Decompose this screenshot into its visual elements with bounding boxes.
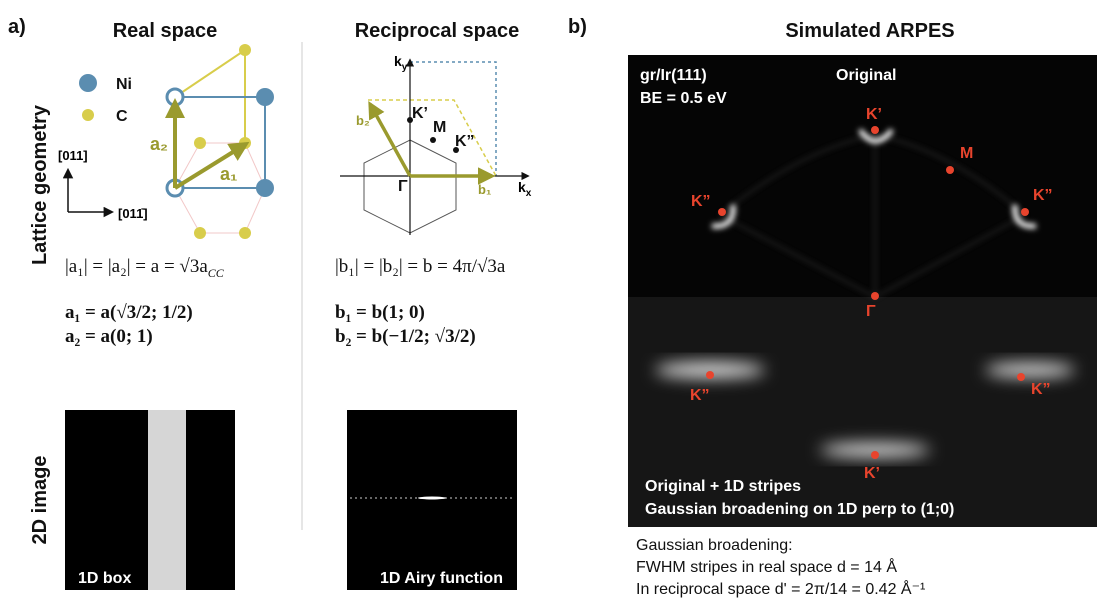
legend-swatch bbox=[79, 74, 97, 92]
image-caption: 1D Airy function bbox=[380, 570, 503, 587]
point-label: K” bbox=[455, 133, 475, 150]
axis-label: ky bbox=[394, 53, 408, 73]
shape-circle bbox=[256, 179, 274, 197]
shape-ellipse bbox=[985, 363, 1075, 377]
real-lattice bbox=[167, 44, 274, 239]
point-label: M bbox=[433, 119, 446, 136]
row-label: 2D image bbox=[29, 456, 51, 545]
vector-label: b₂ bbox=[356, 113, 370, 128]
equation: b₁ = b(1; 0) bbox=[335, 302, 425, 323]
point-label: K” bbox=[1031, 381, 1051, 398]
shape-circle bbox=[718, 208, 726, 216]
shape-circle bbox=[1017, 373, 1025, 381]
airy-peak bbox=[418, 497, 446, 500]
caption: In reciprocal space d' = 2π/14 = 0.42 Å⁻… bbox=[636, 579, 925, 598]
equation-subscript: CC bbox=[208, 266, 225, 280]
section-label: Original bbox=[836, 67, 896, 84]
shape-circle bbox=[239, 227, 251, 239]
equation: a₂ = a(0; 1) bbox=[65, 326, 153, 347]
shape-polyline bbox=[175, 50, 245, 140]
equation: b₂ = b(−1/2; √3/2) bbox=[335, 326, 476, 347]
shape-circle bbox=[194, 137, 206, 149]
equation: |b₁| = |b₂| = b = 4π/√3a bbox=[335, 256, 506, 277]
section-label: Gaussian broadening on 1D perp to (1;0) bbox=[645, 501, 954, 518]
image-caption: 1D box bbox=[78, 570, 131, 587]
sample-label: gr/Ir(111) bbox=[640, 67, 707, 84]
row-label: Lattice geometry bbox=[29, 104, 51, 265]
equation: |a₁| = |a₂| = a = √3aCC bbox=[65, 256, 225, 280]
panel-label: a) bbox=[8, 16, 26, 38]
legend-label: Ni bbox=[116, 76, 132, 93]
reciprocal-lattice bbox=[340, 60, 528, 235]
shape-circle bbox=[871, 292, 879, 300]
shape-circle bbox=[194, 227, 206, 239]
shape-circle bbox=[239, 44, 251, 56]
axis-label-sub: x bbox=[526, 188, 532, 199]
point-label: M bbox=[960, 145, 973, 162]
panel-title: Simulated ARPES bbox=[785, 20, 954, 42]
shape-circle bbox=[256, 88, 274, 106]
caption: Gaussian broadening: bbox=[636, 537, 793, 554]
axis-label-main: k bbox=[394, 53, 402, 69]
point-label: Γ bbox=[866, 303, 876, 320]
axis-label-sub: y bbox=[402, 62, 408, 73]
caption: FWHM stripes in real space d = 14 Å bbox=[636, 557, 897, 576]
shape-circle bbox=[706, 371, 714, 379]
point-label: K’ bbox=[412, 105, 428, 122]
vector-label: b₁ bbox=[478, 182, 491, 197]
legend-swatch bbox=[82, 109, 94, 121]
vector-label: a₁ bbox=[220, 164, 237, 184]
stripe bbox=[148, 410, 186, 590]
vector-label: a₂ bbox=[150, 134, 168, 154]
axis-label-main: k bbox=[518, 179, 526, 195]
point-label: K’ bbox=[866, 106, 882, 123]
column-title: Real space bbox=[113, 20, 218, 42]
point-label: K” bbox=[1033, 187, 1053, 204]
equation: a₁ = a(√3/2; 1/2) bbox=[65, 302, 193, 323]
shape-circle bbox=[1021, 208, 1029, 216]
section-label: Original + 1D stripes bbox=[645, 478, 801, 495]
figure: a) Real space Reciprocal space b) Simula… bbox=[0, 0, 1097, 601]
axis-label: kx bbox=[518, 179, 532, 199]
point-label: K” bbox=[690, 387, 710, 404]
point-label: K’ bbox=[864, 465, 880, 482]
shape-line bbox=[370, 104, 410, 176]
column-title: Reciprocal space bbox=[355, 20, 520, 42]
shape-circle bbox=[871, 126, 879, 134]
shape-circle bbox=[871, 451, 879, 459]
energy-label: BE = 0.5 eV bbox=[640, 90, 727, 107]
point-label: Γ bbox=[398, 178, 408, 195]
point-label: K” bbox=[691, 193, 711, 210]
legend-label: C bbox=[116, 108, 128, 125]
image-airy bbox=[347, 410, 517, 590]
direction-label: [011] bbox=[58, 148, 88, 163]
panel-label: b) bbox=[568, 16, 587, 38]
shape-circle bbox=[430, 137, 436, 143]
shape-circle bbox=[946, 166, 954, 174]
direction-label: [011̄] bbox=[118, 206, 148, 221]
equation-main: |a₁| = |a₂| = a = √3a bbox=[65, 256, 208, 277]
